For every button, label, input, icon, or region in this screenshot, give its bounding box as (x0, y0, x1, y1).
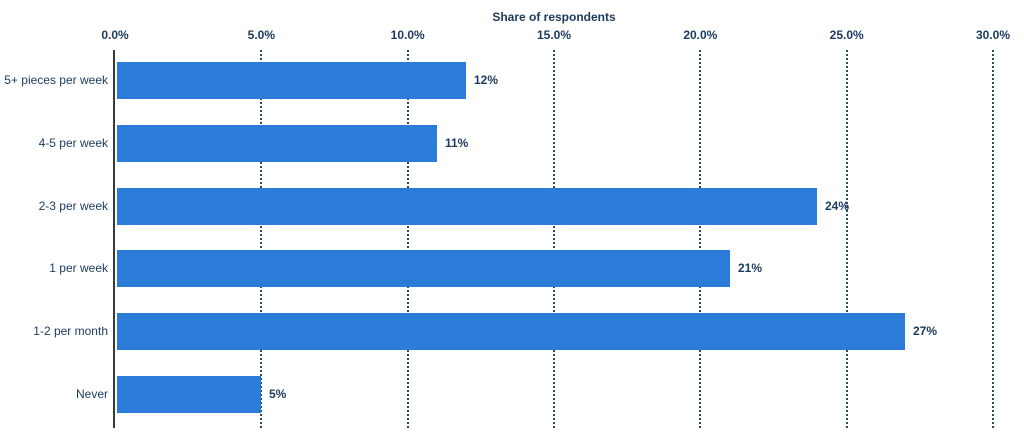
x-tick-label: 15.0% (536, 28, 572, 42)
bar (117, 62, 466, 99)
gridline (845, 50, 848, 428)
bar (117, 188, 817, 225)
x-tick-label: 5.0% (247, 28, 276, 42)
x-tick-label: 0.0% (101, 28, 129, 42)
bar (117, 250, 730, 287)
axis-title: Share of respondents (492, 10, 616, 24)
x-tick-label: 30.0% (975, 28, 1011, 42)
x-tick-label: 25.0% (829, 28, 864, 42)
category-label: 4-5 per week (38, 136, 108, 150)
gridline (699, 50, 702, 428)
x-tick-label: 10.0% (390, 28, 425, 42)
x-tick-label: 20.0% (683, 28, 718, 42)
bar-value-label: 5% (269, 387, 287, 401)
category-label: 1 per week (49, 261, 108, 275)
bar-value-label: 12% (474, 73, 499, 87)
gridline (406, 50, 409, 428)
category-label: Never (75, 387, 108, 401)
y-axis-line (113, 50, 115, 428)
bar (117, 313, 905, 350)
gridline (553, 50, 555, 428)
category-label: 5+ pieces per week (4, 73, 108, 87)
bar (117, 125, 437, 162)
bar-value-label: 24% (825, 199, 850, 213)
bar-value-label: 11% (445, 136, 469, 150)
bar-value-label: 27% (913, 324, 938, 338)
gridline (992, 50, 994, 428)
category-label: 1-2 per month (33, 324, 108, 338)
bar (117, 376, 261, 413)
gridline (260, 50, 263, 428)
bar-value-label: 21% (738, 261, 763, 275)
category-label: 2-3 per week (38, 199, 108, 213)
